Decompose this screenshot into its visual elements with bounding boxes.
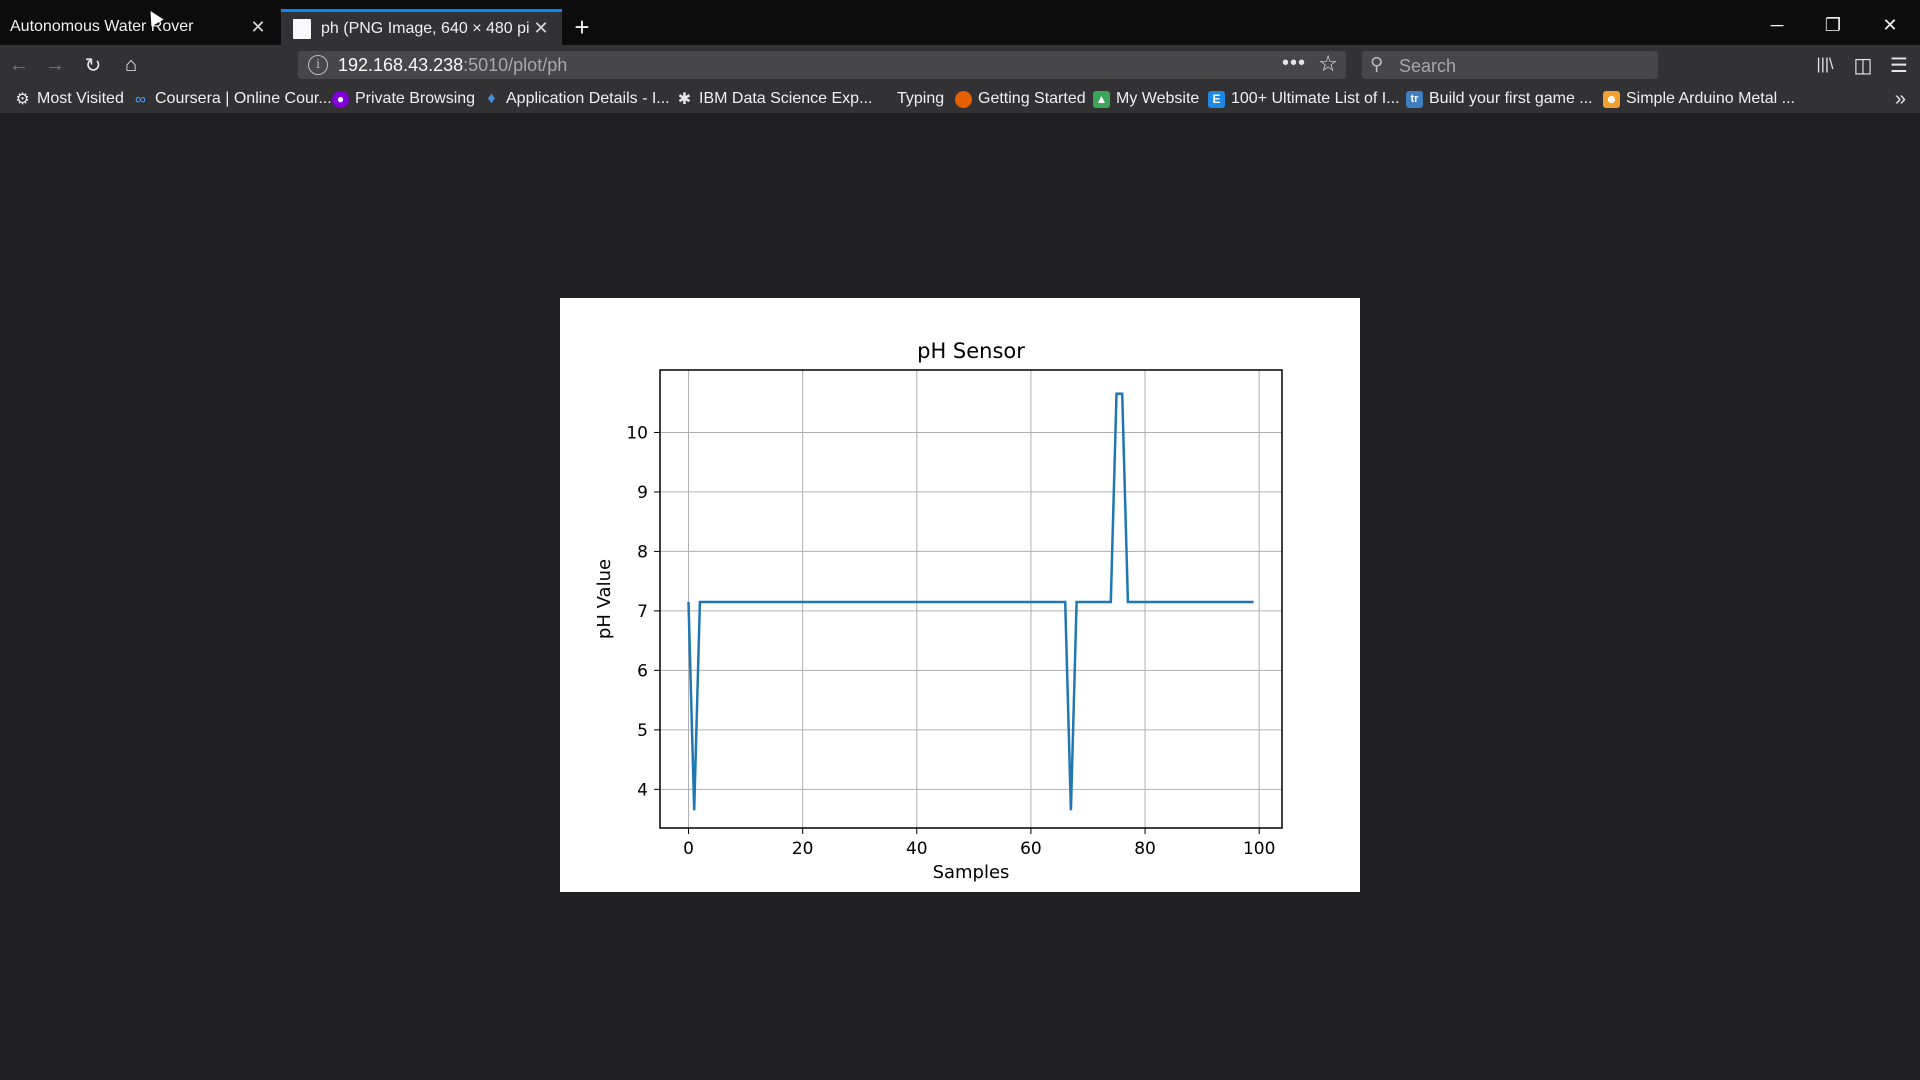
y-axis-label: pH Value: [594, 559, 615, 639]
bookmark-label: IBM Data Science Exp...: [699, 90, 873, 107]
tab-ph-image[interactable]: ph (PNG Image, 640 × 480 pixels) ✕: [281, 9, 562, 45]
x-tick-label: 100: [1243, 839, 1275, 859]
ibm-icon: ✱: [677, 91, 692, 108]
bookmark-typing[interactable]: Typing: [897, 88, 944, 110]
y-tick-label: 8: [637, 542, 648, 562]
bookmark-label: Coursera | Online Cour...: [155, 90, 332, 107]
bookmark-label: Private Browsing: [355, 90, 476, 107]
tab-autonomous-water-rover[interactable]: Autonomous Water Rover ✕: [0, 9, 279, 45]
bookmark-label: 100+ Ultimate List of I...: [1231, 90, 1400, 107]
bookmark-label: Build your first game ...: [1429, 90, 1593, 107]
y-tick-label: 7: [637, 602, 648, 622]
ph-series-line: [687, 392, 1254, 811]
page-icon: [293, 18, 311, 39]
url-path: :5010/plot/ph: [463, 55, 568, 75]
bookmarks-toolbar: ⚙ Most Visited ∞ Coursera | Online Cour.…: [0, 85, 1920, 113]
close-icon[interactable]: ✕: [250, 16, 266, 37]
window-close-button[interactable]: ✕: [1882, 14, 1898, 35]
bookmark-build-first-game[interactable]: tr Build your first game ...: [1406, 88, 1593, 110]
bookmarks-overflow-icon[interactable]: »: [1894, 88, 1906, 110]
close-icon[interactable]: ✕: [533, 18, 549, 38]
y-tick-label: 6: [637, 661, 648, 681]
search-input[interactable]: ⚲ Search: [1362, 51, 1658, 79]
bookmark-label: Most Visited: [37, 90, 124, 107]
bookmark-label: Application Details - I...: [506, 90, 670, 107]
x-tick-label: 20: [792, 839, 814, 859]
bookmark-most-visited[interactable]: ⚙ Most Visited: [14, 88, 124, 110]
bookmark-private-browsing[interactable]: ● Private Browsing: [332, 88, 475, 110]
chart-frame: [659, 369, 1283, 829]
y-tick-label: 5: [637, 721, 648, 741]
new-tab-button[interactable]: +: [574, 11, 590, 42]
bookmark-label: Simple Arduino Metal ...: [1626, 90, 1795, 107]
y-tick-label: 4: [637, 780, 648, 800]
x-tick-label: 40: [906, 839, 928, 859]
page-actions-icon[interactable]: •••: [1281, 52, 1306, 74]
bookmark-ibm-data-science[interactable]: ✱ IBM Data Science Exp...: [676, 88, 873, 110]
address-bar[interactable]: i 192.168.43.238:5010/plot/ph ••• ☆: [298, 51, 1346, 79]
reload-button[interactable]: ↻: [84, 54, 102, 77]
x-axis-label: Samples: [933, 862, 1010, 883]
bookmark-label: Getting Started: [978, 90, 1086, 107]
bookmark-star-icon[interactable]: ☆: [1318, 51, 1338, 76]
forward-button[interactable]: →: [45, 53, 65, 76]
search-placeholder: Search: [1399, 56, 1457, 76]
site-icon: ▲: [1093, 90, 1110, 108]
bulb-icon: ♦: [487, 90, 496, 107]
y-tick-label: 10: [626, 423, 648, 443]
chart-title: pH Sensor: [917, 339, 1025, 363]
url-host: 192.168.43.238: [338, 55, 464, 75]
home-button[interactable]: ⌂: [124, 53, 138, 76]
x-tick-label: 0: [683, 839, 694, 859]
x-tick-label: 80: [1134, 839, 1156, 859]
navigation-toolbar: ← → ↻ ⌂ i 192.168.43.238:5010/plot/ph ••…: [0, 45, 1920, 85]
bookmark-my-website[interactable]: ▲ My Website: [1093, 88, 1199, 110]
menu-icon[interactable]: ☰: [1890, 54, 1908, 77]
x-tick-label: 60: [1020, 839, 1042, 859]
sidebar-icon[interactable]: ◫: [1853, 54, 1873, 77]
bookmark-simple-arduino[interactable]: ☻ Simple Arduino Metal ...: [1603, 88, 1795, 110]
tr-icon: tr: [1406, 90, 1423, 108]
bookmark-coursera[interactable]: ∞ Coursera | Online Cour...: [132, 88, 332, 110]
tab-strip: Autonomous Water Rover ✕ ph (PNG Image, …: [0, 0, 1920, 45]
library-icon[interactable]: |||\: [1816, 56, 1834, 73]
bookmark-label: Typing: [897, 90, 945, 107]
bookmark-ultimate-list[interactable]: E 100+ Ultimate List of I...: [1208, 88, 1400, 110]
restore-button[interactable]: ❐: [1824, 14, 1842, 35]
site-info-icon[interactable]: i: [308, 55, 328, 75]
bookmark-application-details[interactable]: ♦ Application Details - I...: [483, 88, 670, 110]
bookmark-label: My Website: [1116, 90, 1200, 107]
mask-icon: ●: [332, 90, 349, 108]
gear-icon: ⚙: [15, 91, 30, 108]
tab-title: Autonomous Water Rover: [10, 18, 194, 35]
firefox-icon: [955, 90, 972, 108]
robot-icon: ☻: [1603, 90, 1620, 108]
search-icon: ⚲: [1370, 54, 1384, 74]
back-button[interactable]: ←: [9, 53, 29, 76]
plot-image: 0 20 40 60 80 100 4 5 6 7 8 9 10 pH Sensor Samples …: [560, 298, 1360, 892]
y-axis-ticks: 4 5 6 7 8 9 10: [626, 423, 660, 800]
x-axis-ticks: 0 20 40 60 80 100: [683, 828, 1275, 859]
y-tick-label: 9: [637, 483, 648, 503]
minimize-button[interactable]: ─: [1770, 14, 1784, 35]
url-text[interactable]: 192.168.43.238:5010/plot/ph: [338, 55, 567, 76]
bookmark-getting-started[interactable]: Getting Started: [955, 88, 1086, 110]
e-icon: E: [1208, 90, 1225, 108]
coursera-icon: ∞: [135, 90, 146, 108]
tab-title: ph (PNG Image, 640 × 480 pixels): [321, 19, 530, 37]
chart-grid: [660, 370, 1282, 828]
